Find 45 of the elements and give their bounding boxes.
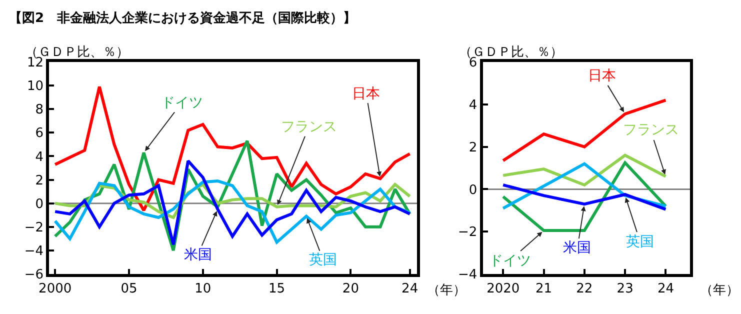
series-label: 米国 (184, 247, 212, 263)
x-tick-label: 20 (342, 282, 359, 297)
x-tick-label: 15 (268, 282, 286, 297)
text: フランス (281, 119, 337, 135)
y-tick-label: 6 (35, 126, 44, 142)
x-tick-label: 10 (194, 282, 212, 297)
y-tick-label: 0 (468, 182, 478, 198)
text: ドイツ (161, 95, 203, 111)
x-tick-label: 22 (576, 282, 593, 297)
x-tick-label: 05 (120, 282, 138, 297)
text: 日本 (352, 86, 380, 102)
text: 日本 (588, 68, 616, 84)
y-tick-label: −6 (24, 268, 44, 283)
series-label: ドイツ (489, 253, 531, 269)
line-series (54, 159, 412, 246)
y-tick-label: 0 (35, 196, 44, 212)
line-series (54, 85, 412, 212)
chart-title: 【図2 非金融法人企業における資金過不足（国際比較）】 (9, 10, 356, 26)
y-tick-label: −2 (458, 225, 478, 240)
line-series (502, 98, 668, 162)
line-series (54, 179, 412, 244)
y-tick-label: 2 (468, 140, 478, 156)
y-tick-label: −4 (24, 244, 44, 259)
y-tick-label: −4 (458, 268, 478, 283)
series-label: 英国 (309, 252, 337, 268)
line-series (502, 183, 668, 211)
x-axis-title: （年） (700, 283, 739, 298)
line-series (502, 154, 668, 186)
y-tick-label: 4 (35, 150, 44, 165)
y-tick-label: 8 (35, 102, 44, 118)
x-tick-label: 2000 (38, 282, 72, 297)
line-series (502, 161, 668, 232)
y-tick-label: 2 (35, 173, 44, 188)
series-label: フランス (623, 122, 679, 138)
x-tick-label: 24 (657, 282, 674, 297)
x-tick-label: 21 (535, 282, 552, 297)
x-tick-label: 24 (402, 282, 418, 297)
x-axis-title: （年） (427, 283, 466, 298)
x-tick-label: 23 (616, 282, 634, 297)
text: 米国 (563, 240, 591, 256)
y-tick-label: 10 (27, 79, 44, 94)
y-tick-label: −2 (24, 220, 44, 236)
text: 英国 (626, 234, 654, 250)
y-tick-label: 4 (468, 98, 478, 113)
x-tick-label: 2020 (486, 282, 520, 297)
